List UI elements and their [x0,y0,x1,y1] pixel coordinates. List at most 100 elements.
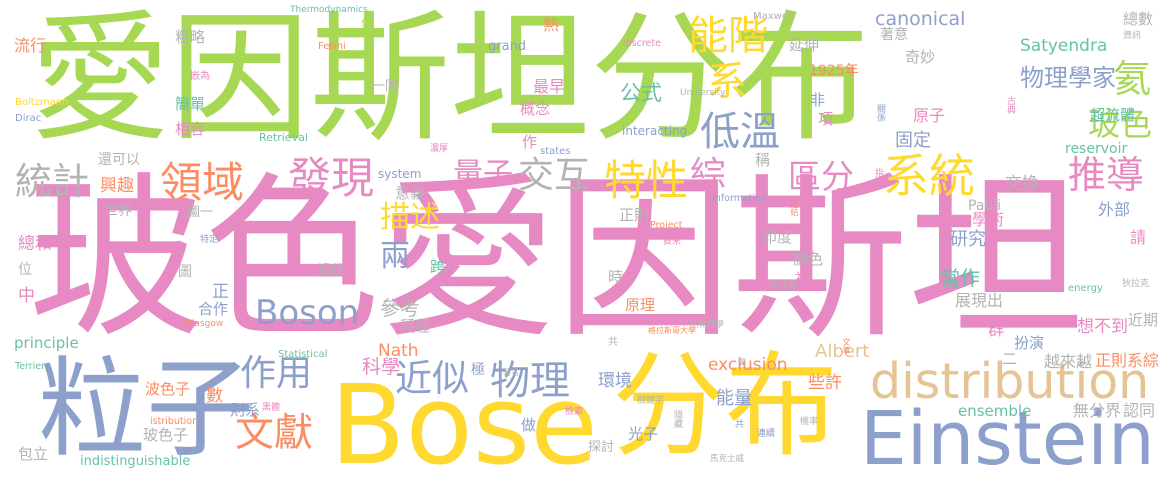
cloud-word: 推導 [1068,153,1145,197]
cloud-word: exclusion [708,355,788,375]
cloud-word: Information [712,193,767,204]
cloud-word: 則系 [230,401,261,419]
cloud-word: 連續 [757,429,776,439]
cloud-word: 粗略 [175,28,206,46]
cloud-word: 機率 [800,417,819,427]
cloud-word: 圖 [178,264,192,280]
cloud-word: distribution [870,353,1150,410]
cloud-word: 物理學家 [1020,64,1116,92]
cloud-word: 粒子 [38,347,255,472]
cloud-word: 原子 [913,106,946,125]
cloud-word: 僅 [361,17,372,30]
cloud-word: indistinguishable [80,454,191,469]
cloud-word: interacting [622,124,688,138]
cloud-word: 意義 [395,184,426,202]
cloud-word: 正 [212,282,229,302]
cloud-word: 合作 [198,300,229,318]
cloud-word: 熱 [543,15,560,34]
cloud-word: 總和 [18,234,52,254]
cloud-word: 物理 [490,358,570,404]
cloud-word: 裡 [795,270,811,288]
cloud-word: Glasgow [185,319,224,329]
cloud-word: 最早 [533,77,566,96]
cloud-word: 種種 [400,317,431,335]
cloud-word: 黑體 [262,403,281,413]
cloud-word: 作 [522,133,538,151]
cloud-word: 系 [707,59,747,105]
cloud-word: Satyendra [1020,36,1108,56]
cloud-word: 共 [608,337,618,348]
cloud-word: 交換 [1005,174,1039,194]
cloud-word: 狄拉克 [1122,279,1150,289]
cloud-word: 些許 [808,373,842,393]
cloud-word: 扮演 [1014,334,1045,352]
cloud-word: principle [14,334,79,352]
cloud-word: 發現 [288,154,374,204]
cloud-word: 交互 [518,155,591,196]
cloud-word: 越來越 [1044,352,1093,371]
cloud-word: istribution [150,416,199,427]
cloud-word: 低溫 [700,109,780,155]
cloud-word: 延伸 [789,36,820,54]
cloud-word: 領域 [160,158,245,207]
cloud-word: 玻色 [1088,105,1153,143]
cloud-word: 科學 [362,356,401,378]
cloud-word: 古典 [1005,96,1015,114]
cloud-word: grand [488,39,527,54]
cloud-word: 文獻 [235,411,314,456]
cloud-word: Einstein [860,396,1155,482]
cloud-word: 近似 [395,357,469,400]
cloud-word: 中 [18,286,35,306]
cloud-word: 非 [810,91,826,109]
cloud-word: 愛因斯坦分布 [30,0,871,161]
cloud-word: 跨 [430,258,446,276]
cloud-word: 能階 [688,13,768,59]
cloud-word: 能量 [716,388,752,409]
cloud-word: 文章 [842,338,851,354]
cloud-word: 稱 [755,151,771,169]
cloud-word: 固定 [895,130,931,151]
cloud-word: 二 [1002,350,1018,368]
cloud-word: 相容 [175,120,206,138]
cloud-word: University [680,88,726,98]
cloud-word: 共 [735,420,745,430]
cloud-word: 濃厚 [430,144,449,154]
cloud-word: 原理 [625,296,656,314]
cloud-word: 超流體 [1090,106,1136,124]
cloud-word: 指標 [873,168,883,186]
cloud-word: 圖一 [187,205,214,220]
cloud-word: 描述 [380,200,440,235]
cloud-word: 檢索 [565,407,584,417]
cloud-word: 認同 [1123,401,1156,420]
cloud-word: 印度 [762,228,793,246]
cloud-word: 無分界 [1073,401,1122,420]
cloud-word: 間 [738,358,746,367]
cloud-word: 特性 [604,156,689,205]
cloud-word: canonical [875,8,966,30]
cloud-word: Thermodynamics [290,5,368,15]
cloud-word: 還可以 [98,152,140,168]
cloud-word: 正則系綜 [1095,351,1160,370]
cloud-word: 嵌為 [190,71,210,82]
cloud-word: Fermi [318,41,346,52]
cloud-word: 數 [206,386,223,406]
cloud-word: 資訊 [1123,31,1142,41]
cloud-word: 量子 [453,157,513,192]
cloud-word: 項 [818,110,834,128]
cloud-word: 總數 [1123,10,1154,28]
cloud-word: Project [650,220,683,231]
cloud-word: 近期 [1128,311,1159,329]
cloud-word: 作用 [240,353,313,394]
cloud-word: 正則 [619,206,650,224]
cloud-word: 外部 [1098,200,1131,219]
cloud-word: 氦 [1113,57,1152,101]
cloud-word: 腳色 [793,250,824,268]
cloud-word: Maxwell [753,11,794,22]
cloud-word: energy [1068,283,1103,294]
cloud-word: 展現出 [955,291,1004,310]
cloud-word: 著意 [880,27,908,43]
cloud-word: 格拉斯哥大學 [648,326,696,335]
cloud-word: Nath [378,341,419,361]
cloud-word: 流行 [14,36,47,55]
